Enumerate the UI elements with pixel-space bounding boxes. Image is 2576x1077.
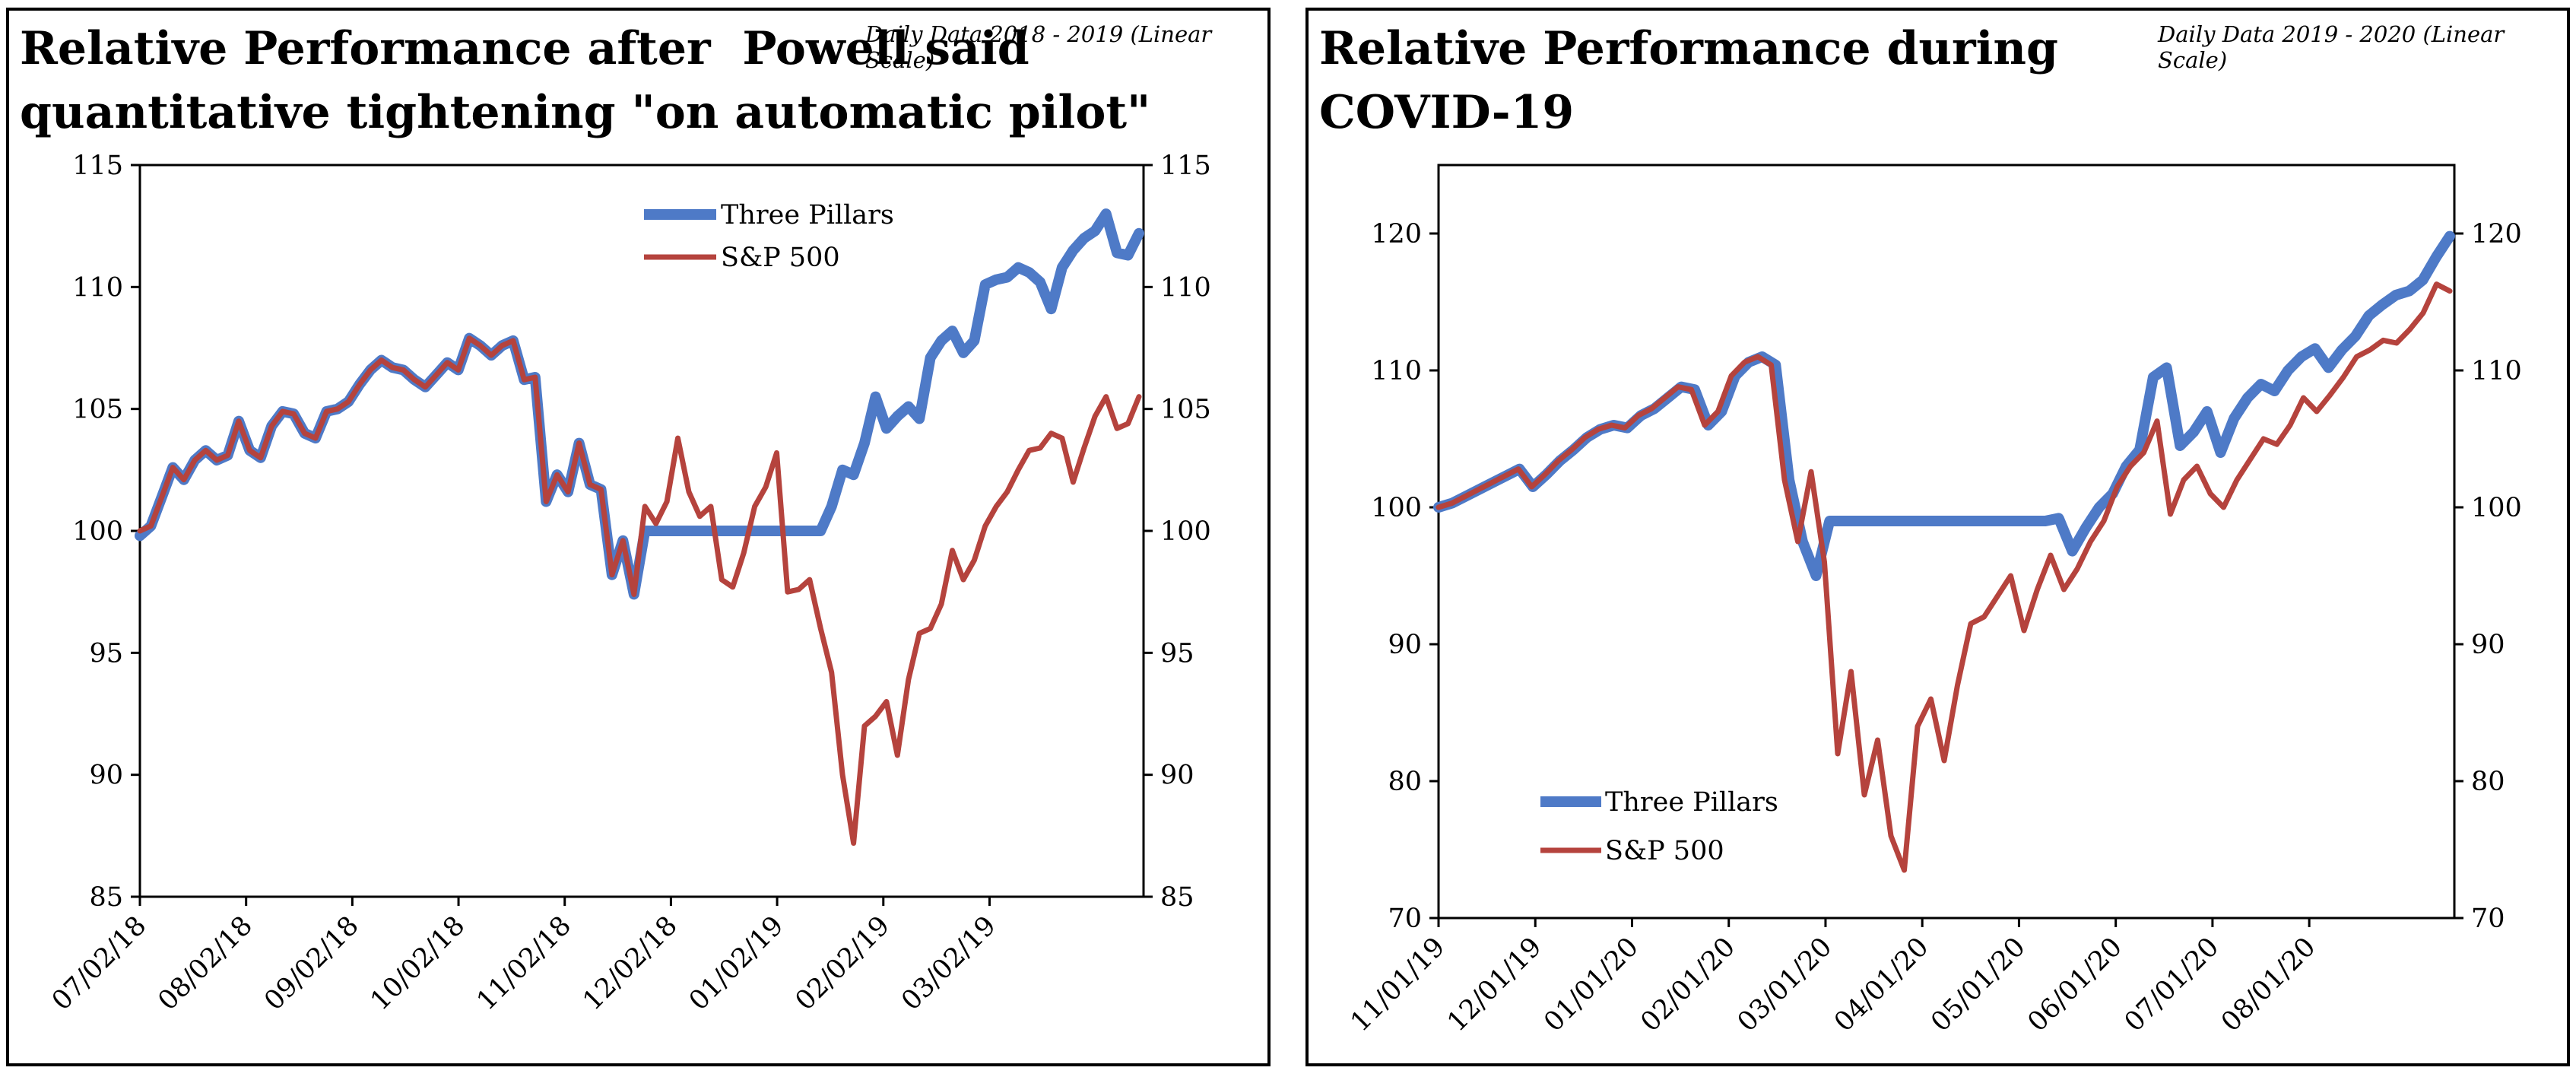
series-sp500-line [137,335,1142,846]
y-tick-label-left: 120 [1371,219,1422,249]
x-tick-label: 10/02/18 [365,910,471,1016]
x-tick-label: 05/01/20 [1925,932,2031,1037]
x-tick-label: 07/01/20 [2119,932,2225,1037]
legend-label: S&P 500 [1605,836,1724,866]
y-tick-label-right: 70 [2471,904,2505,934]
legend-label: S&P 500 [721,243,840,273]
y-tick-label-right: 95 [1160,638,1194,669]
chart-subtitle: Daily Data 2018 - 2019 (Linear Scale) [865,21,1212,73]
y-tick-label-right: 110 [1160,272,1211,303]
x-tick-label: 11/01/19 [1345,932,1451,1037]
y-tick-label-left: 70 [1388,904,1422,934]
y-tick-label-right: 100 [2471,493,2522,523]
y-tick-label-right: 90 [1160,761,1194,791]
x-tick-label: 03/02/19 [896,910,1001,1016]
chart-title-line-1: Relative Performance after Powell said [20,22,1029,75]
y-tick-label-left: 100 [72,516,123,547]
y-tick-label-right: 80 [2471,767,2505,797]
chart-panel-2: Relative Performance during COVID-19 Dai… [1305,8,2570,1066]
chart-title-line-2: quantitative tightening "on automatic pi… [20,86,1151,139]
x-tick-label: 02/02/19 [790,910,896,1016]
x-tick-label: 09/02/18 [259,910,364,1016]
y-tick-label-right: 110 [2471,356,2522,386]
chart-panel-1: Relative Performance after Powell said q… [6,8,1271,1066]
x-tick-label: 04/01/20 [1829,932,1934,1037]
x-tick-label: 08/02/18 [153,910,259,1016]
y-tick-label-right: 105 [1160,395,1211,425]
y-tick-label-right: 115 [1160,151,1211,181]
plot-area [1437,164,2456,920]
y-tick-label-left: 90 [1388,630,1422,660]
y-tick-label-left: 115 [72,151,123,181]
y-tick-label-left: 85 [89,882,123,913]
series-sp500-line [1436,281,2453,873]
line-chart: 70 70 80 80 90 90 100 100 110 110 120 120 11/01/1912… [1345,164,2522,1038]
x-tick-label: 07/02/18 [46,910,152,1016]
y-tick-label-left: 90 [89,761,123,791]
x-tick-label: 01/01/20 [1538,932,1644,1037]
chart-title: Relative Performance during COVID-19 [1319,17,2058,145]
legend-label: Three Pillars [1605,787,1778,818]
chart-title-line-1: Relative Performance during [1319,22,2059,75]
chart-title: Relative Performance after Powell said q… [20,17,1150,145]
chart-title-line-2: COVID-19 [1319,86,1575,139]
y-tick-label-left: 110 [72,272,123,303]
y-tick-label-right: 100 [1160,516,1211,547]
y-tick-label-left: 110 [1371,356,1422,386]
x-tick-label: 11/02/18 [471,910,577,1016]
y-tick-label-left: 100 [1371,493,1422,523]
line-chart: 85 85 90 90 95 95 100 100 105 105 110 110 115 115 07/0… [46,151,1211,1017]
y-tick-label-right: 120 [2471,219,2522,249]
x-tick-label: 03/01/20 [1732,932,1838,1037]
y-tick-label-left: 80 [1388,767,1422,797]
x-tick-label: 06/01/20 [2022,932,2128,1037]
y-tick-label-right: 90 [2471,630,2505,660]
legend-label: Three Pillars [721,200,894,230]
x-tick-label: 01/02/19 [684,910,789,1016]
x-tick-label: 02/01/20 [1635,932,1741,1037]
y-tick-label-left: 105 [72,395,123,425]
x-tick-label: 12/01/19 [1442,932,1547,1037]
chart-subtitle: Daily Data 2019 - 2020 (Linear Scale) [2158,21,2505,73]
y-tick-label-left: 95 [89,638,123,669]
x-tick-label: 08/01/20 [2216,932,2321,1037]
x-tick-label: 12/02/18 [577,910,683,1016]
y-tick-label-right: 85 [1160,882,1194,913]
